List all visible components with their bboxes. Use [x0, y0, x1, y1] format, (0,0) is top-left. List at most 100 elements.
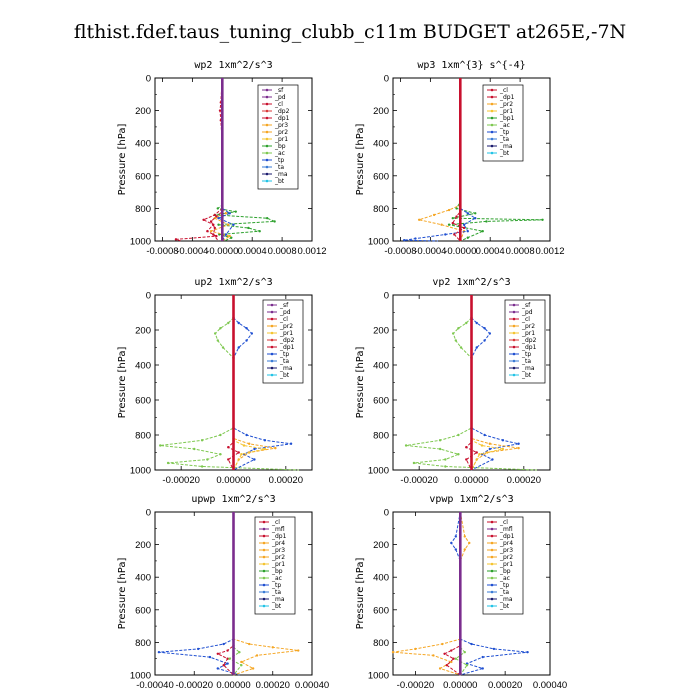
series-point [451, 216, 455, 220]
series-point [440, 223, 443, 226]
series-point [232, 223, 235, 226]
legend-label: _cl [271, 519, 280, 526]
panel-5: upwp 1xm^2/s^3 0 200 400 600 800 1000 Pressure … [117, 494, 329, 691]
series-point [193, 447, 196, 451]
y-tick-label: 200 [373, 540, 389, 551]
series-point [492, 647, 496, 651]
series-point [226, 657, 229, 660]
legend-marker [512, 310, 516, 314]
series-point [224, 233, 228, 236]
panel-title: up2 1xm^2/s^3 [194, 277, 272, 288]
series-point [452, 657, 455, 660]
legend-marker [270, 303, 274, 307]
series-point [465, 321, 468, 325]
series-point [208, 655, 212, 659]
legend-label: _ta [499, 589, 509, 596]
panel-2: wp3 1xm^{3} s^{-4} 0 200 400 600 800 1000 Press… [355, 60, 565, 257]
series-point [457, 327, 460, 330]
legend-marker [262, 541, 266, 545]
y-axis-label: Pressure [hPa] [355, 558, 366, 630]
legend-marker [270, 331, 274, 335]
legend-label: _ma [521, 365, 535, 372]
panels-group: wp2 1xm^2/s^3 0 200 400 600 800 1000 Pressure [… [117, 60, 567, 691]
series-point [215, 234, 218, 238]
series-point [248, 442, 251, 445]
x-tick-label: 0.00000 [443, 680, 477, 691]
legend-marker [490, 116, 494, 120]
legend-marker [265, 116, 269, 120]
legend-box [257, 84, 299, 190]
legend-label: _pr1 [274, 136, 288, 143]
legend-marker [512, 331, 516, 335]
legend-marker [270, 324, 274, 328]
y-tick-label: 0 [146, 508, 151, 519]
y-axis-label: Pressure [hPa] [355, 347, 366, 419]
legend-marker [265, 95, 269, 99]
series-point [217, 216, 220, 220]
x-tick-label: 0.0004 [476, 246, 505, 257]
legend-label: _pr2 [274, 129, 288, 136]
series-point [258, 230, 261, 233]
legend-label: _ac [499, 122, 510, 129]
series-point [414, 237, 417, 240]
x-tick-label: 0.0012 [535, 246, 564, 257]
x-tick-label: 0.00040 [295, 680, 329, 691]
y-tick-label: 0 [384, 508, 389, 519]
series-point [202, 218, 205, 222]
legend-marker [512, 359, 516, 363]
y-tick-label: 1000 [368, 237, 389, 248]
legend-marker [270, 359, 274, 363]
figure-title: flthist.fdef.taus_tuning_clubb_c11m BUDG… [74, 21, 626, 43]
y-tick-label: 400 [135, 139, 151, 150]
legend-marker [512, 373, 516, 377]
legend-marker [490, 583, 494, 587]
y-tick-label: 0 [384, 291, 389, 302]
legend-label: _pr1 [521, 330, 535, 337]
legend-box [482, 84, 524, 162]
legend-marker [512, 345, 516, 349]
legend-label: _bt [279, 372, 290, 379]
legend-marker [490, 548, 494, 552]
series-point [222, 664, 225, 667]
series-point [216, 667, 219, 670]
series-point [265, 216, 269, 220]
series-point [453, 233, 456, 236]
series-point [227, 321, 230, 325]
legend-marker [490, 123, 494, 127]
legend-marker [262, 562, 266, 566]
legend-label: _ma [499, 143, 513, 150]
series-point [404, 444, 408, 447]
series-point [227, 458, 230, 461]
x-tick-label: 0.00000 [216, 680, 250, 691]
series-point [240, 660, 243, 664]
series-point [517, 442, 520, 445]
series-point [432, 654, 435, 657]
legend-marker [265, 102, 269, 106]
legend-label: _dp2 [274, 108, 290, 115]
series-point [481, 230, 484, 233]
x-tick-label: -0.0008 [146, 246, 178, 257]
series-point [462, 226, 466, 230]
series-line-ac [160, 295, 299, 471]
y-axis-label: Pressure [hPa] [117, 347, 128, 419]
legend-label: _bt [271, 603, 282, 610]
series-point [501, 447, 505, 451]
series-point [488, 442, 492, 445]
legend-label: _mfl [499, 526, 513, 533]
legend-marker [490, 534, 494, 538]
series-point [200, 465, 204, 468]
legend-marker [265, 151, 269, 155]
legend-label: _pr1 [499, 561, 513, 568]
series-point [474, 216, 477, 220]
series-point [273, 220, 276, 223]
series-point [245, 327, 248, 330]
series-point [255, 654, 259, 657]
series-point [227, 446, 230, 449]
x-tick-label: -0.00020 [400, 475, 438, 486]
panel-4: vp2 1xm^2/s^3 0 200 400 600 800 1000 Pressure [… [355, 277, 551, 486]
y-tick-label: 1000 [130, 466, 151, 477]
legend-label: _ma [279, 365, 293, 372]
legend-box [482, 516, 524, 615]
x-tick-label: -0.00020 [397, 680, 435, 691]
